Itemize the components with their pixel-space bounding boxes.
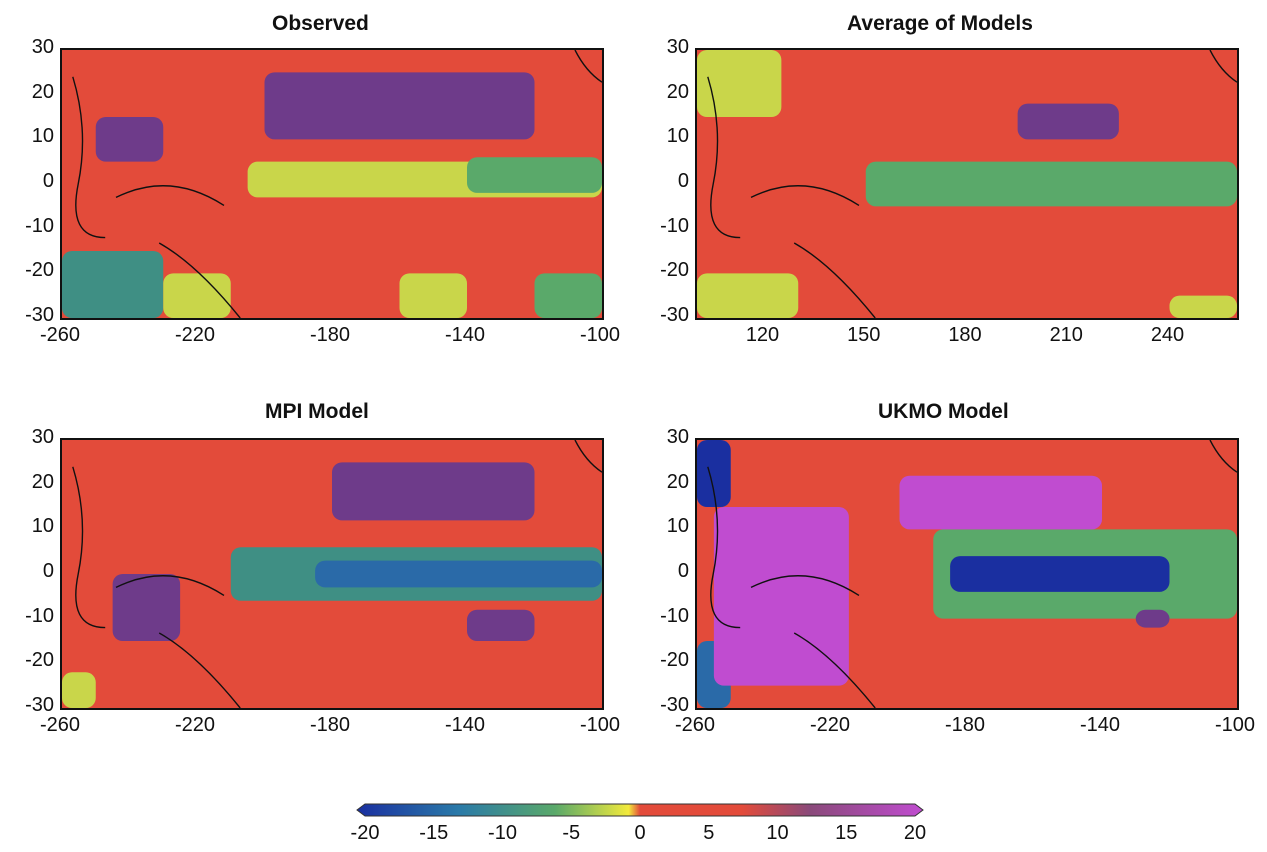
- colorbar-tick-label: 15: [835, 822, 858, 844]
- y-tick-label: -30: [660, 694, 689, 716]
- heatmap-region-0: [62, 251, 164, 318]
- colorbar: -20 -15 -10 -5 0 5 10 15 20: [351, 800, 926, 850]
- y-tick-label: 20: [31, 470, 54, 493]
- panel-title-ukmo-model: UKMO Model: [878, 400, 1009, 423]
- colorbar-tick-label: 20: [903, 822, 927, 844]
- y-tick-label: -10: [660, 604, 689, 627]
- heatmap-region-6: [399, 273, 467, 318]
- y-tick-label: 0: [677, 170, 689, 192]
- y-tick-label: 30: [666, 426, 689, 448]
- panel-title-mpi-model: MPI Model: [265, 400, 369, 423]
- y-tick-label: 30: [666, 36, 689, 58]
- heatmap-region-3: [112, 574, 181, 641]
- coastline: [707, 50, 1237, 318]
- heatmap-ukmo-model: [695, 438, 1239, 710]
- x-tick-label: 240: [1150, 324, 1185, 346]
- heatmap-region-5: [899, 475, 1102, 530]
- x-tick-label: -140: [1079, 714, 1121, 736]
- colorbar-tick-label: 5: [703, 822, 715, 844]
- colorbar-tick-label: 10: [766, 822, 789, 844]
- heatmap-region-4: [264, 72, 535, 140]
- coastline: [72, 440, 602, 708]
- x-tick-label: -180: [309, 714, 351, 736]
- x-tick-label: -100: [579, 324, 621, 346]
- colorbar-tick-label: -15: [419, 822, 449, 844]
- heatmap-region-1: [315, 560, 602, 588]
- x-tick-label: -100: [1214, 714, 1256, 736]
- y-tick-label: 10: [31, 125, 54, 148]
- heatmap-canvas: [62, 440, 602, 708]
- heatmap-canvas: [697, 50, 1237, 318]
- y-tick-label: 20: [666, 80, 689, 103]
- y-tick-label: -10: [25, 604, 54, 627]
- heatmap-mpi-model: [60, 438, 604, 710]
- x-tick-label: -220: [809, 714, 851, 736]
- y-tick-label: 10: [666, 125, 689, 148]
- x-tick-label: -180: [944, 714, 986, 736]
- y-tick-label: -10: [25, 214, 54, 237]
- y-tick-label: 20: [666, 470, 689, 493]
- heatmap-region-5: [95, 117, 164, 162]
- x-tick-label: 150: [847, 324, 881, 346]
- x-tick-label: 210: [1049, 324, 1083, 346]
- colorbar-tick-label: -20: [350, 822, 380, 844]
- y-tick-label: -20: [660, 649, 689, 672]
- x-tick-label: -260: [674, 714, 716, 736]
- heatmap-average-of-models: [695, 48, 1239, 320]
- colorbar-tick-label: 0: [634, 822, 646, 844]
- y-tick-label: -30: [660, 304, 689, 326]
- heatmap-region-4: [713, 507, 849, 686]
- colorbar-tick-label: -10: [488, 822, 517, 844]
- heatmap-region-2: [697, 50, 782, 117]
- heatmap-region-2: [697, 440, 731, 507]
- heatmap-canvas: [697, 440, 1237, 708]
- heatmap-region-1: [950, 556, 1170, 592]
- heatmap-region-6: [1135, 609, 1170, 628]
- heatmap-region-5: [62, 672, 96, 708]
- heatmap-region-1: [1017, 103, 1119, 140]
- y-tick-label: 30: [31, 36, 54, 58]
- heatmap-region-2: [332, 462, 535, 521]
- x-tick-label: -100: [579, 714, 621, 736]
- heatmap-canvas: [62, 50, 602, 318]
- y-tick-label: -30: [25, 694, 54, 716]
- coastline: [72, 50, 602, 318]
- x-tick-label: -220: [174, 714, 216, 736]
- x-tick-label: -140: [444, 714, 486, 736]
- coastline: [707, 440, 1237, 708]
- x-tick-label: -260: [39, 324, 81, 346]
- x-tick-label: -140: [444, 324, 486, 346]
- y-tick-label: 0: [42, 560, 54, 582]
- y-tick-label: 0: [42, 170, 54, 192]
- y-tick-label: 10: [31, 515, 54, 538]
- heatmap-region-7: [534, 273, 602, 318]
- y-tick-label: -20: [25, 259, 54, 282]
- x-tick-label: 180: [948, 324, 982, 346]
- y-tick-label: -20: [25, 649, 54, 672]
- x-tick-label: -260: [39, 714, 81, 736]
- heatmap-region-0: [865, 161, 1237, 207]
- colorbar-gradient: [356, 803, 924, 817]
- y-tick-label: 20: [31, 80, 54, 103]
- panel-title-observed: Observed: [272, 12, 369, 35]
- x-tick-label: -220: [174, 324, 216, 346]
- x-tick-label: 120: [745, 324, 780, 346]
- y-tick-label: -30: [25, 304, 54, 326]
- panel-title-average-of-models: Average of Models: [847, 12, 1033, 35]
- y-tick-label: 0: [677, 560, 689, 582]
- y-tick-label: 10: [666, 515, 689, 538]
- y-tick-label: 30: [31, 426, 54, 448]
- heatmap-region-1: [163, 273, 231, 318]
- heatmap-region-4: [467, 609, 535, 641]
- heatmap-region-3: [697, 273, 799, 318]
- heatmap-region-4: [1169, 295, 1237, 318]
- y-tick-label: -20: [660, 259, 689, 282]
- x-tick-label: -180: [309, 324, 351, 346]
- y-tick-label: -10: [660, 214, 689, 237]
- colorbar-tick-label: -5: [562, 822, 581, 844]
- heatmap-region-3: [467, 157, 602, 193]
- heatmap-observed: [60, 48, 604, 320]
